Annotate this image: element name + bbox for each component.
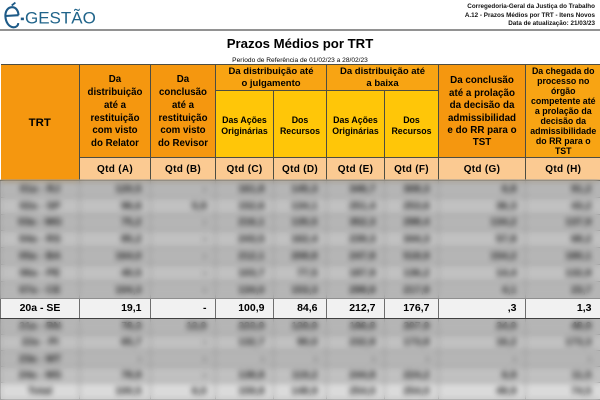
svg-text:GESTÃO: GESTÃO: [25, 8, 96, 27]
